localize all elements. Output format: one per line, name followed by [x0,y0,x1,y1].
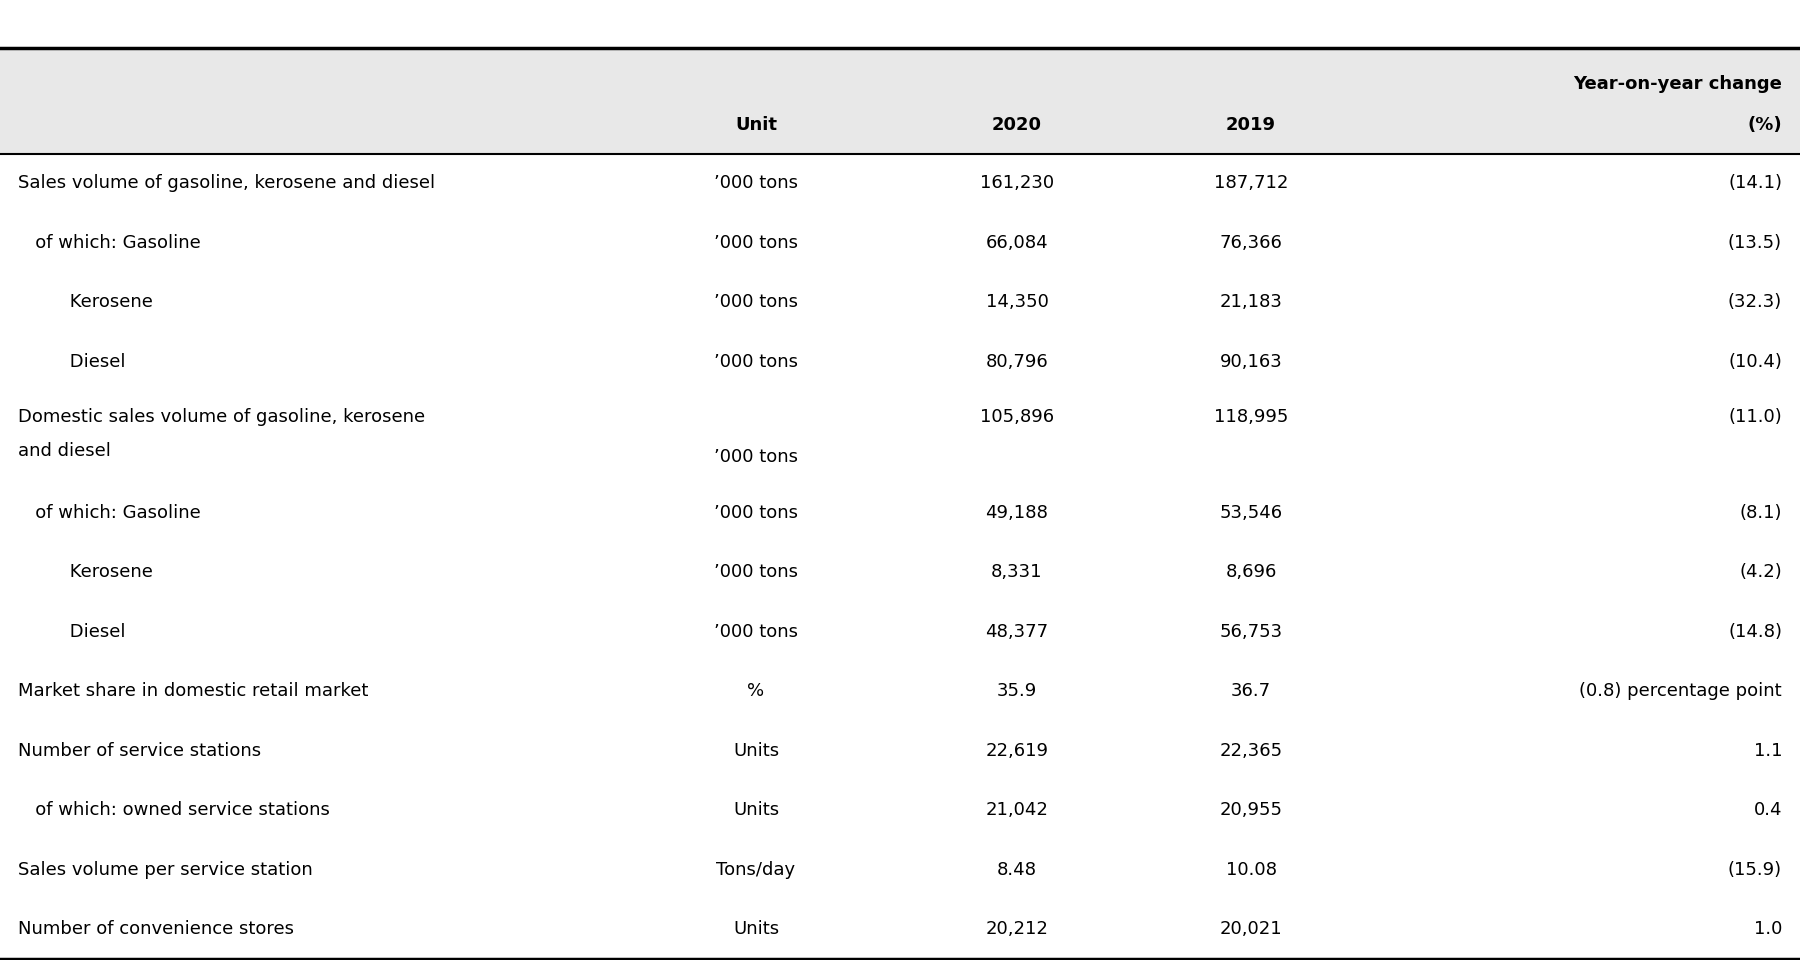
Text: ’000 tons: ’000 tons [715,564,797,581]
Text: Domestic sales volume of gasoline, kerosene: Domestic sales volume of gasoline, keros… [18,408,425,426]
Text: 90,163: 90,163 [1220,353,1282,371]
Text: 8,696: 8,696 [1226,564,1276,581]
Text: ’000 tons: ’000 tons [715,448,797,467]
Text: Number of service stations: Number of service stations [18,742,261,759]
Text: (0.8) percentage point: (0.8) percentage point [1579,683,1782,700]
Text: 14,350: 14,350 [986,294,1048,311]
Text: 56,753: 56,753 [1219,623,1283,640]
Text: Year-on-year change: Year-on-year change [1573,76,1782,93]
Text: ’000 tons: ’000 tons [715,353,797,371]
Text: 66,084: 66,084 [986,234,1048,252]
Text: %: % [747,683,765,700]
Text: of which: Gasoline: of which: Gasoline [18,234,202,252]
Text: 76,366: 76,366 [1220,234,1282,252]
Text: (10.4): (10.4) [1728,353,1782,371]
Text: (11.0): (11.0) [1728,408,1782,426]
Text: 53,546: 53,546 [1219,504,1283,521]
Text: 1.1: 1.1 [1753,742,1782,759]
Text: Kerosene: Kerosene [18,294,153,311]
Text: Sales volume of gasoline, kerosene and diesel: Sales volume of gasoline, kerosene and d… [18,175,436,192]
Text: Tons/day: Tons/day [716,861,796,878]
Text: 21,183: 21,183 [1220,294,1282,311]
Text: 20,955: 20,955 [1220,802,1282,819]
Text: Diesel: Diesel [18,353,126,371]
Text: Number of convenience stores: Number of convenience stores [18,921,293,938]
Text: (14.1): (14.1) [1728,175,1782,192]
Text: Kerosene: Kerosene [18,564,153,581]
Text: 22,365: 22,365 [1219,742,1283,759]
Text: 22,619: 22,619 [986,742,1048,759]
Text: 2020: 2020 [992,116,1042,133]
Text: 20,021: 20,021 [1220,921,1282,938]
Text: of which: Gasoline: of which: Gasoline [18,504,202,521]
Text: 21,042: 21,042 [986,802,1048,819]
Text: Units: Units [733,802,779,819]
Text: 10.08: 10.08 [1226,861,1276,878]
Text: of which: owned service stations: of which: owned service stations [18,802,329,819]
Text: (15.9): (15.9) [1728,861,1782,878]
Text: 105,896: 105,896 [979,408,1055,426]
Text: (32.3): (32.3) [1728,294,1782,311]
Text: 1.0: 1.0 [1753,921,1782,938]
Text: 2019: 2019 [1226,116,1276,133]
Text: (8.1): (8.1) [1739,504,1782,521]
Text: Diesel: Diesel [18,623,126,640]
Text: 49,188: 49,188 [986,504,1048,521]
Text: (13.5): (13.5) [1728,234,1782,252]
Text: ’000 tons: ’000 tons [715,504,797,521]
Text: ’000 tons: ’000 tons [715,623,797,640]
Text: Sales volume per service station: Sales volume per service station [18,861,313,878]
Text: 35.9: 35.9 [997,683,1037,700]
Text: 8,331: 8,331 [992,564,1042,581]
Text: 187,712: 187,712 [1213,175,1289,192]
Text: (%): (%) [1748,116,1782,133]
Text: Unit: Unit [734,116,778,133]
Text: Market share in domestic retail market: Market share in domestic retail market [18,683,369,700]
Text: 161,230: 161,230 [979,175,1055,192]
Text: 48,377: 48,377 [985,623,1049,640]
Text: 80,796: 80,796 [986,353,1048,371]
Text: Units: Units [733,742,779,759]
Text: ’000 tons: ’000 tons [715,175,797,192]
Text: (14.8): (14.8) [1728,623,1782,640]
Text: ’000 tons: ’000 tons [715,234,797,252]
Text: 0.4: 0.4 [1753,802,1782,819]
Bar [0,48,1800,154]
Text: ’000 tons: ’000 tons [715,294,797,311]
Text: and diesel: and diesel [18,442,112,460]
Text: 8.48: 8.48 [997,861,1037,878]
Text: 36.7: 36.7 [1231,683,1271,700]
Text: 20,212: 20,212 [986,921,1048,938]
Text: (4.2): (4.2) [1739,564,1782,581]
Text: 118,995: 118,995 [1213,408,1289,426]
Text: Units: Units [733,921,779,938]
